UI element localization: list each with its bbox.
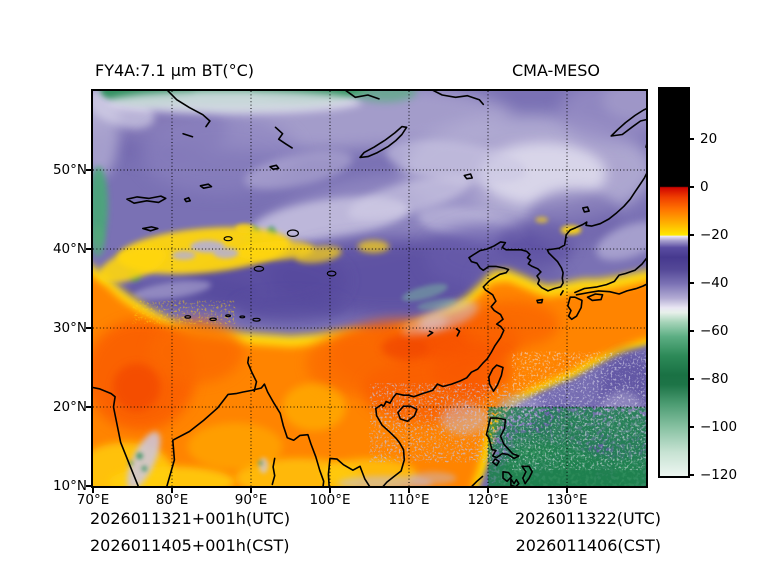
colorbar-tick-label: −60: [700, 323, 729, 339]
map-title-left: FY4A:7.1 μm BT(°C): [95, 61, 254, 80]
colorbar-tick-label: −40: [700, 275, 729, 291]
tick-mark: [92, 488, 94, 493]
colorbar-tick-label: −20: [700, 227, 729, 243]
x-tick-label: 110°E: [388, 492, 430, 508]
forecast-time-utc: 2026011321+001h(UTC): [90, 509, 291, 528]
tick-mark: [250, 488, 252, 493]
y-tick-label: 10°N: [52, 478, 87, 494]
tick-mark: [688, 330, 694, 332]
colorbar-tick-label: −80: [700, 371, 729, 387]
tick-mark: [688, 234, 694, 236]
x-tick-label: 120°E: [467, 492, 509, 508]
tick-mark: [688, 474, 694, 476]
y-tick-label: 20°N: [52, 399, 87, 415]
tick-mark: [487, 488, 489, 493]
colorbar-tick-label: 0: [700, 179, 709, 195]
y-tick-label: 40°N: [52, 241, 87, 257]
tick-mark: [171, 488, 173, 493]
tick-mark: [408, 488, 410, 493]
tick-mark: [86, 169, 91, 171]
colorbar-gradient: [660, 89, 688, 476]
colorbar-tick-label: −100: [700, 419, 738, 435]
tick-mark: [86, 327, 91, 329]
map-title-right: CMA-MESO: [511, 61, 600, 80]
valid-time-utc: 2026011322(UTC): [515, 509, 661, 528]
x-tick-label: 130°E: [546, 492, 588, 508]
colorbar-tick-label: 20: [700, 131, 718, 147]
bt-field-clouds: [93, 91, 646, 486]
graticule: [93, 91, 646, 486]
tick-mark: [566, 488, 568, 493]
x-tick-label: 80°E: [155, 492, 189, 508]
tick-mark: [86, 248, 91, 250]
tick-mark: [688, 426, 694, 428]
colorbar-tick-label: −120: [700, 467, 738, 483]
tick-mark: [688, 282, 694, 284]
tick-mark: [688, 186, 694, 188]
x-tick-label: 90°E: [234, 492, 268, 508]
tick-mark: [688, 138, 694, 140]
y-tick-label: 30°N: [52, 320, 87, 336]
y-tick-label: 50°N: [52, 162, 87, 178]
tick-mark: [329, 488, 331, 493]
valid-time-cst: 2026011406(CST): [515, 536, 661, 555]
x-tick-label: 70°E: [76, 492, 110, 508]
colorbar: [660, 89, 688, 476]
forecast-time-cst: 2026011405+001h(CST): [90, 536, 290, 555]
satellite-bt-map: [93, 91, 646, 486]
tick-mark: [86, 485, 91, 487]
tick-mark: [86, 406, 91, 408]
x-tick-label: 100°E: [309, 492, 351, 508]
tick-mark: [688, 378, 694, 380]
coastlines: [93, 91, 646, 486]
